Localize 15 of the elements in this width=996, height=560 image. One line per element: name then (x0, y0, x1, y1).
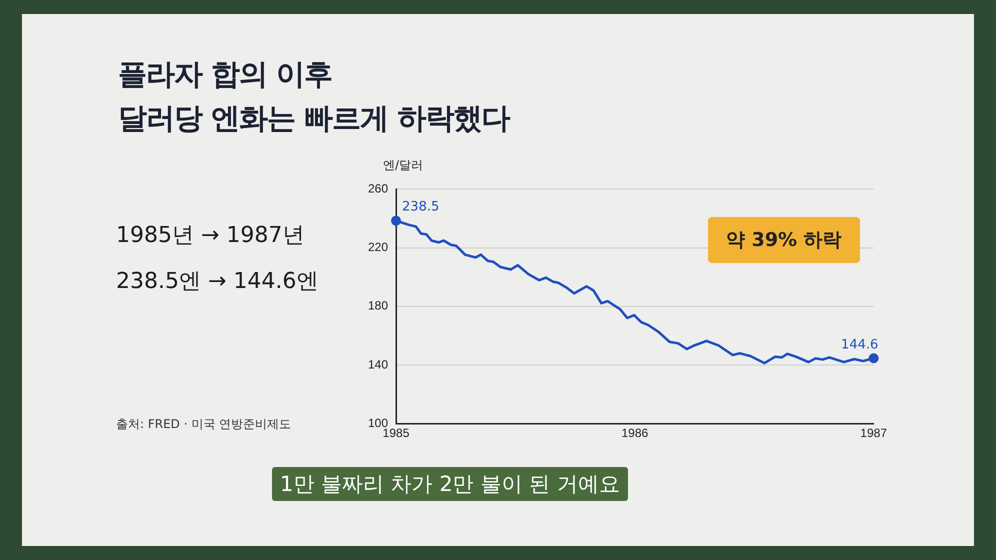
text: 1만 불짜리 차가 2만 불이 된 거예요 (272, 467, 628, 501)
source-note: 출처: FRED · 미국 연방준비제도 (116, 416, 292, 433)
annotation: 약 39% 하락 (708, 217, 860, 263)
text: 238.5엔 → 144.6엔 (116, 268, 318, 296)
y-axis-title: 엔/달러 (383, 157, 424, 174)
chart-title: 플라자 합의 이후 달러당 엔화는 빠르게 하락했다 (118, 56, 510, 137)
y-tick-label: 140 (368, 357, 388, 372)
annotation: 238.5 (402, 200, 440, 215)
text: 1985년 → 1987년 (116, 222, 304, 250)
y-tick-label: 260 (368, 182, 388, 196)
y-tick-label: 180 (368, 298, 388, 313)
y-tick-label: 220 (368, 240, 388, 254)
annotation: 144.6 (841, 337, 878, 352)
x-tick-label: 1986 (621, 426, 649, 440)
x-tick-label: 1987 (860, 426, 888, 440)
